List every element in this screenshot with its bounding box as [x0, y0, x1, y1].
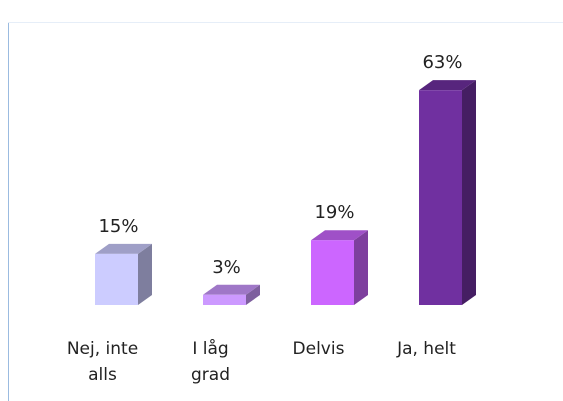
x-tick-label: Ja, helt [397, 339, 456, 359]
bar-front [203, 294, 246, 305]
bar [311, 230, 368, 305]
bar-top [95, 243, 152, 254]
bar-side [246, 284, 260, 305]
bar-side [138, 243, 152, 305]
bar [95, 243, 152, 305]
bar-top [203, 284, 260, 295]
bar-front [311, 240, 354, 305]
x-tick-label: Delvis [292, 339, 345, 359]
value-label: 19% [314, 202, 354, 223]
value-label: 63% [422, 52, 462, 73]
x-tick-label: I låg grad [191, 339, 230, 385]
bar [419, 80, 476, 305]
x-tick-label: Nej, inte alls [66, 339, 139, 385]
bar-side [462, 80, 476, 305]
bar [203, 284, 260, 305]
bar-front [419, 90, 462, 305]
bar-top [311, 230, 368, 241]
value-label: 15% [98, 216, 138, 237]
bar-top [419, 80, 476, 91]
value-label: 3% [212, 257, 241, 278]
bar-front [95, 253, 138, 305]
bar-side [354, 230, 368, 305]
